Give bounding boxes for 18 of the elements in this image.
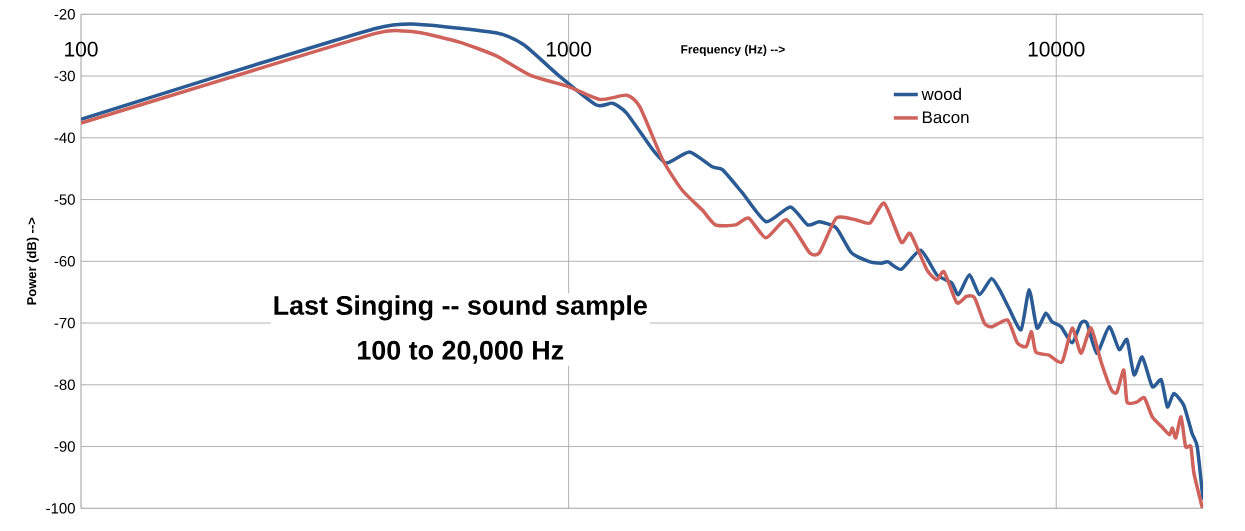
text: 100 to 20,000 Hz (358, 340, 564, 364)
y-tick-label: -100 (46, 502, 75, 514)
y-tick-label: -70 (54, 317, 75, 329)
text: Last Singing -- sound sample (274, 295, 647, 321)
y-tick-label: -20 (54, 8, 75, 20)
y-axis-title: Power (dB) --> (26, 217, 39, 305)
y-tick-label: -40 (54, 132, 75, 144)
x-tick-label: 100 (65, 41, 98, 57)
y-tick-label: -30 (54, 70, 75, 82)
legend-label: Bacon (922, 111, 969, 124)
legend-label: wood (921, 87, 961, 101)
y-tick-label: -50 (54, 194, 75, 205)
x-tick-label: 10000 (1028, 41, 1085, 57)
y-tick-label: -60 (54, 255, 75, 267)
y-tick-label: -80 (54, 379, 75, 391)
x-tick-label: 1000 (546, 41, 592, 57)
y-tick-label: -90 (54, 441, 75, 452)
x-axis-title: Frequency (Hz) --> (681, 44, 785, 56)
